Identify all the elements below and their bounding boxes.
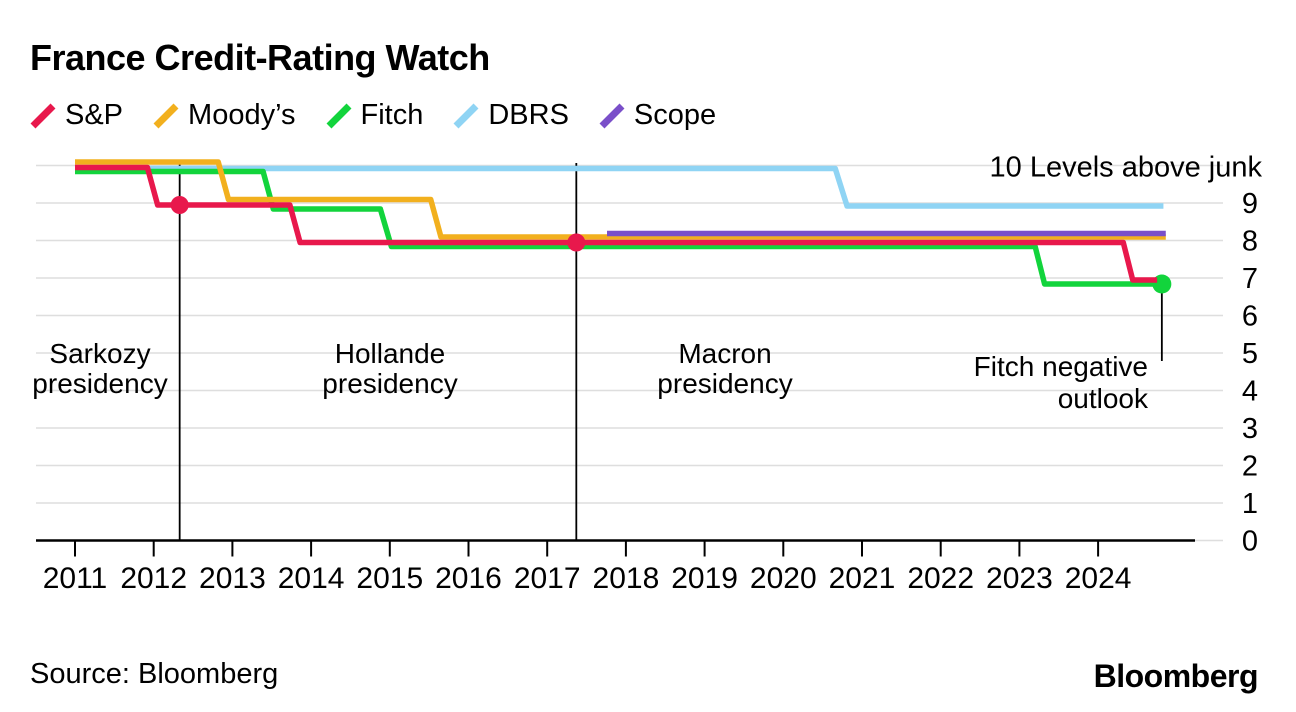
- chart-legend: S&P Moody’s Fitch DBRS Scope: [30, 101, 716, 130]
- series-line-dbrs: [75, 165, 1164, 209]
- series-line-fitch: [75, 168, 1162, 287]
- x-tick-label-2021: 2021: [829, 562, 896, 595]
- series-marker-sp: [170, 196, 189, 214]
- bloomberg-logo: Bloomberg: [1093, 658, 1259, 694]
- y-tick-label-9: 9: [1242, 188, 1258, 220]
- x-tick-label-2019: 2019: [671, 562, 738, 595]
- presidency-label-hollande: Hollande presidency: [322, 338, 457, 399]
- y-tick-label-3: 3: [1242, 413, 1258, 445]
- legend-label: DBRS: [488, 99, 569, 131]
- x-tick-label-2016: 2016: [435, 562, 502, 595]
- x-tick-label-2011: 2011: [43, 562, 108, 595]
- x-tick-label-2020: 2020: [750, 562, 817, 595]
- y-tick-label-1: 1: [1242, 488, 1258, 520]
- series-marker-sp: [567, 233, 586, 252]
- y-tick-label-8: 8: [1242, 226, 1258, 258]
- y-tick-label-4: 4: [1242, 376, 1258, 408]
- legend-label: Moody’s: [188, 99, 296, 131]
- x-tick-label-2014: 2014: [278, 562, 345, 595]
- legend-item-sp: S&P: [30, 101, 123, 130]
- legend-label: S&P: [65, 99, 124, 131]
- y-tick-label-5: 5: [1242, 338, 1258, 370]
- legend-label: Scope: [633, 99, 717, 131]
- legend-label: Fitch: [360, 99, 424, 131]
- annotation-fitch-negative-outlook: Fitch negative outlook: [974, 351, 1149, 414]
- legend-item-moodys: Moody’s: [153, 99, 296, 131]
- x-tick-label-2013: 2013: [199, 562, 266, 595]
- legend-item-scope: Scope: [599, 101, 716, 130]
- legend-item-dbrs: DBRS: [453, 101, 569, 130]
- x-tick-label-2023: 2023: [986, 562, 1053, 595]
- series-line-sp: [75, 164, 1158, 283]
- legend-swatch-icon: [453, 103, 479, 128]
- legend-swatch-icon: [30, 103, 56, 128]
- series-line-moodys: [75, 159, 1166, 240]
- x-tick-label-2017: 2017: [514, 562, 581, 595]
- y-tick-label-7: 7: [1242, 263, 1258, 295]
- y-tick-label-0: 0: [1242, 526, 1258, 558]
- legend-swatch-icon: [326, 103, 351, 128]
- legend-item-fitch: Fitch: [326, 99, 424, 131]
- x-tick-label-2018: 2018: [593, 562, 660, 595]
- x-tick-label-2015: 2015: [356, 562, 423, 595]
- x-tick-label-2022: 2022: [907, 562, 974, 595]
- legend-swatch-icon: [153, 103, 179, 128]
- x-tick-label-2024: 2024: [1065, 562, 1132, 595]
- presidency-label-macron: Macron presidency: [657, 338, 792, 399]
- legend-swatch-icon: [599, 103, 625, 128]
- presidency-label-sarkozy: Sarkozy presidency: [32, 338, 167, 399]
- y-tick-label-6: 6: [1242, 301, 1258, 333]
- y-axis-top-label: 10 Levels above junk: [990, 152, 1263, 184]
- x-tick-label-2012: 2012: [120, 562, 187, 595]
- chart-title: France Credit-Rating Watch: [30, 37, 490, 78]
- source-note: Source: Bloomberg: [30, 658, 279, 690]
- y-tick-label-2: 2: [1242, 451, 1258, 483]
